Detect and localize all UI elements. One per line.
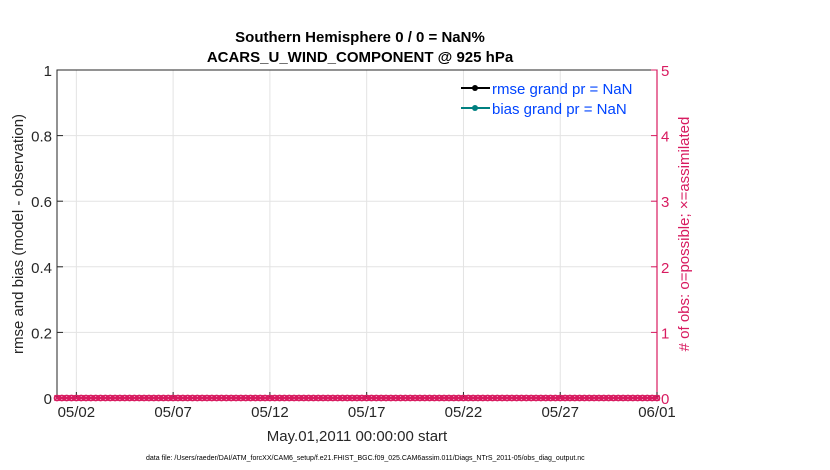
x-tick-label: 05/12 xyxy=(251,404,289,421)
footer-data-file: data file: /Users/raeder/DAI/ATM_forcXX/… xyxy=(146,455,585,462)
y-left-tick-label: 0.8 xyxy=(31,129,52,146)
x-tick-label: 05/22 xyxy=(445,404,483,421)
y-axis-right: 0 1 2 3 4 5 xyxy=(651,63,669,408)
y-left-tick-label: 1 xyxy=(44,63,52,80)
y-right-tick-label: 3 xyxy=(661,194,669,211)
y-right-tick-label: 2 xyxy=(661,260,669,277)
x-tick-label: 05/07 xyxy=(154,404,192,421)
y-axis-left-label: rmse and bias (model - observation) xyxy=(10,114,27,354)
y-left-tick-label: 0.2 xyxy=(31,325,52,342)
y-right-tick-label: 1 xyxy=(661,325,669,342)
legend-bias-label: bias grand pr = NaN xyxy=(492,101,627,118)
x-axis-label: May.01,2011 00:00:00 start xyxy=(267,428,448,445)
x-axis: 05/02 05/07 05/12 05/17 05/22 05/27 06/01 xyxy=(58,392,676,421)
legend-rmse-marker xyxy=(472,85,478,91)
legend: rmse grand pr = NaN bias grand pr = NaN xyxy=(461,81,632,118)
legend-rmse-label: rmse grand pr = NaN xyxy=(492,81,632,98)
y-axis-left: 0 0.2 0.4 0.6 0.8 1 xyxy=(31,63,63,408)
x-tick-label: 06/01 xyxy=(638,404,676,421)
legend-bias-marker xyxy=(472,105,478,111)
plot-box xyxy=(56,69,658,399)
y-right-tick-label: 5 xyxy=(661,63,669,80)
chart-title-line-1: Southern Hemisphere 0 / 0 = NaN% xyxy=(235,29,485,46)
grid xyxy=(57,69,658,399)
x-tick-label: 05/17 xyxy=(348,404,386,421)
x-tick-label: 05/02 xyxy=(58,404,96,421)
y-right-tick-label: 0 xyxy=(661,391,669,408)
y-right-tick-label: 4 xyxy=(661,129,669,146)
y-axis-right-label: # of obs: o=possible; ×=assimilated xyxy=(676,117,693,352)
y-left-tick-label: 0.4 xyxy=(31,260,52,277)
chart-title-line-2: ACARS_U_WIND_COMPONENT @ 925 hPa xyxy=(207,49,514,66)
x-tick-label: 05/27 xyxy=(541,404,579,421)
obs-count-markers xyxy=(53,394,661,402)
y-left-tick-label: 0 xyxy=(44,391,52,408)
y-left-tick-label: 0.6 xyxy=(31,194,52,211)
